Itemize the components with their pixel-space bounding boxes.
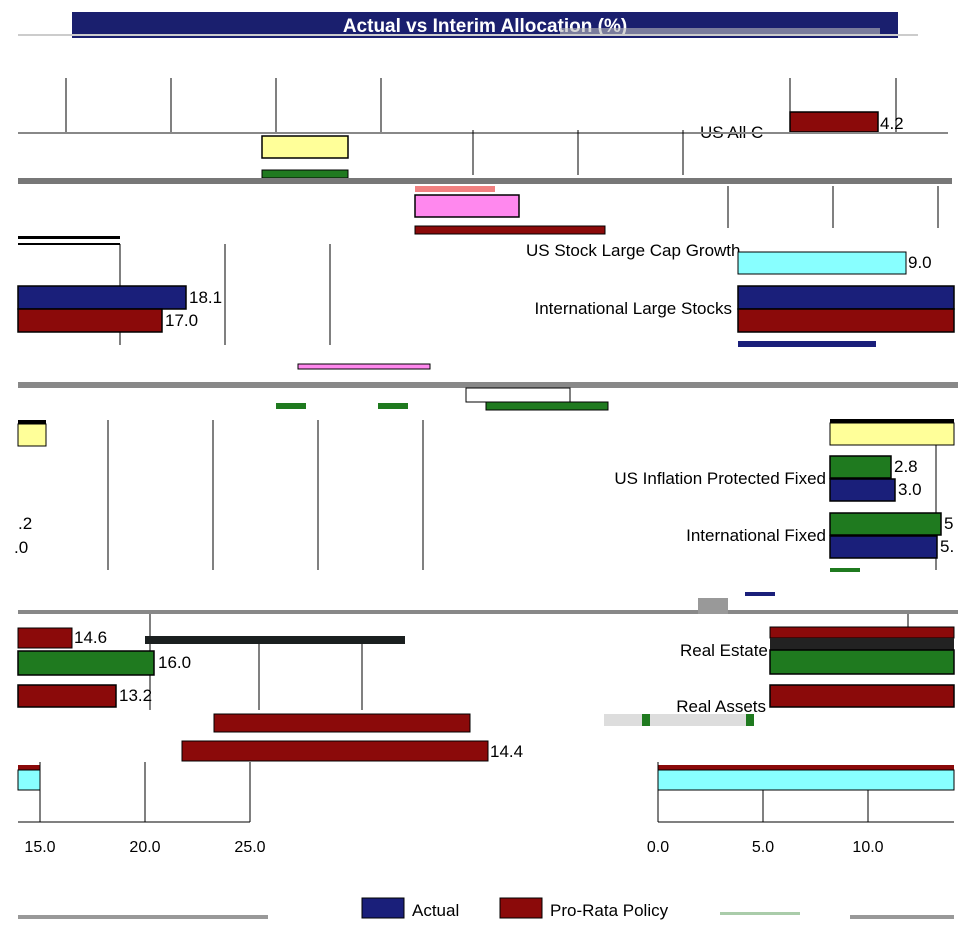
value-label-fragment: 5. [940, 537, 954, 556]
value-label: 2.8 [894, 457, 918, 476]
section-fixed: .2 .0 US Inflation Protected Fixed 2.8 3… [14, 419, 955, 572]
value-label-fragment: 16.0 [158, 653, 191, 672]
value-label-fragment: 9.0 [908, 253, 932, 272]
bar-yellow [17, 423, 47, 447]
value-label-fragment: 5 [944, 514, 953, 533]
bar-actual [17, 285, 187, 310]
x-tick-label: 20.0 [129, 839, 160, 856]
band-divider [18, 610, 958, 614]
value-label: 13.2 [119, 686, 152, 705]
bar-pro-rata [414, 225, 606, 235]
bar-yellow [829, 422, 955, 446]
band-divider [850, 915, 954, 919]
axis-fragment [830, 419, 954, 423]
bar-interim [829, 455, 892, 479]
legend-swatch-actual [361, 897, 405, 919]
bar-fragment [465, 387, 571, 403]
bar-pro-rata [17, 684, 117, 708]
bar-interim [17, 650, 155, 676]
value-label-fragment: .2 [18, 514, 32, 533]
bar-cyan [17, 769, 41, 791]
category-label: International Fixed [686, 526, 826, 545]
bar-fragment [745, 592, 775, 596]
value-label: 14.4 [490, 742, 523, 761]
bar-pro-rata [789, 111, 879, 133]
bar-pro-rata [769, 626, 955, 639]
bar-interim [829, 512, 942, 536]
glitch-line [18, 34, 918, 36]
category-label: International Large Stocks [534, 299, 732, 318]
legend-label-actual: Actual [412, 901, 459, 920]
category-label-fragment: US Stock Large Cap Growth [526, 241, 740, 260]
bar-fragment [378, 403, 408, 409]
legend-swatch-pro-rata [499, 897, 543, 919]
bar-fragment [145, 636, 405, 644]
section-bottom-axes: 15.0 20.0 25.0 0.0 5.0 10.0 [17, 762, 955, 856]
bar-yellow [261, 135, 349, 159]
x-tick-label: 10.0 [852, 839, 883, 856]
band-divider [18, 178, 952, 184]
bar-fragment [770, 638, 954, 650]
bar-actual [737, 285, 955, 310]
bar-pro-rata [181, 740, 489, 762]
category-label: US Inflation Protected Fixed [614, 469, 826, 488]
value-label: 18.1 [189, 288, 222, 307]
section-international: 18.1 17.0 US Stock Large Cap Growth 9.0 … [17, 236, 958, 411]
legend: Actual Pro-Rata Policy [18, 897, 954, 920]
bar-pro-rata [737, 308, 955, 333]
bar-fragment [738, 341, 876, 347]
band-divider [18, 382, 958, 388]
bar-pink [414, 194, 520, 218]
value-label: 4.2 [880, 114, 904, 133]
bar-actual [829, 535, 938, 559]
bar-fragment [297, 363, 431, 370]
value-label: 17.0 [165, 311, 198, 330]
bar-fragment [415, 186, 495, 192]
axis-fragment [18, 243, 120, 245]
category-label: Real Assets [676, 697, 766, 716]
bar-interim [769, 649, 955, 675]
x-tick-label: 15.0 [24, 839, 55, 856]
x-tick-label: 25.0 [234, 839, 265, 856]
bar-interim [261, 169, 349, 179]
bar-fragment [276, 403, 306, 409]
glitch-line [560, 28, 880, 34]
title-glitch-strip [18, 28, 918, 36]
bar-pro-rata [17, 308, 163, 333]
legend-label-pro-rata: Pro-Rata Policy [550, 901, 669, 920]
x-tick-label: 0.0 [647, 839, 669, 856]
bar-fragment [658, 765, 954, 770]
bar-interim [485, 401, 609, 411]
axis-fragment [18, 236, 120, 239]
axis-fragment [18, 420, 46, 424]
bar-fragment [18, 765, 40, 770]
bar-fragment [830, 568, 860, 572]
value-label-fragment: .0 [14, 538, 28, 557]
bar-cyan [657, 769, 955, 791]
bar-actual [829, 478, 896, 502]
bar-cyan [737, 251, 907, 275]
bar-fragment [746, 714, 754, 726]
bar-pro-rata [769, 684, 955, 708]
section-real-assets: 14.6 16.0 13.2 Real Estate Real Assets 1… [17, 592, 958, 762]
x-tick-label: 5.0 [752, 839, 774, 856]
value-label: 14.6 [74, 628, 107, 647]
chart-title: Actual vs Interim Allocation (%) [72, 12, 898, 38]
band-divider [18, 132, 948, 134]
glitch-block [604, 714, 754, 726]
value-label: 3.0 [898, 480, 922, 499]
bar-pro-rata [17, 627, 73, 649]
bar-fragment [642, 714, 650, 726]
section-top: 4.2 US All C [18, 78, 952, 235]
glitch-block [698, 598, 728, 614]
band-divider [18, 915, 268, 919]
category-label-fragment: Real Estate [680, 641, 768, 660]
glitch-block [720, 912, 800, 915]
bar-pro-rata [213, 713, 471, 733]
